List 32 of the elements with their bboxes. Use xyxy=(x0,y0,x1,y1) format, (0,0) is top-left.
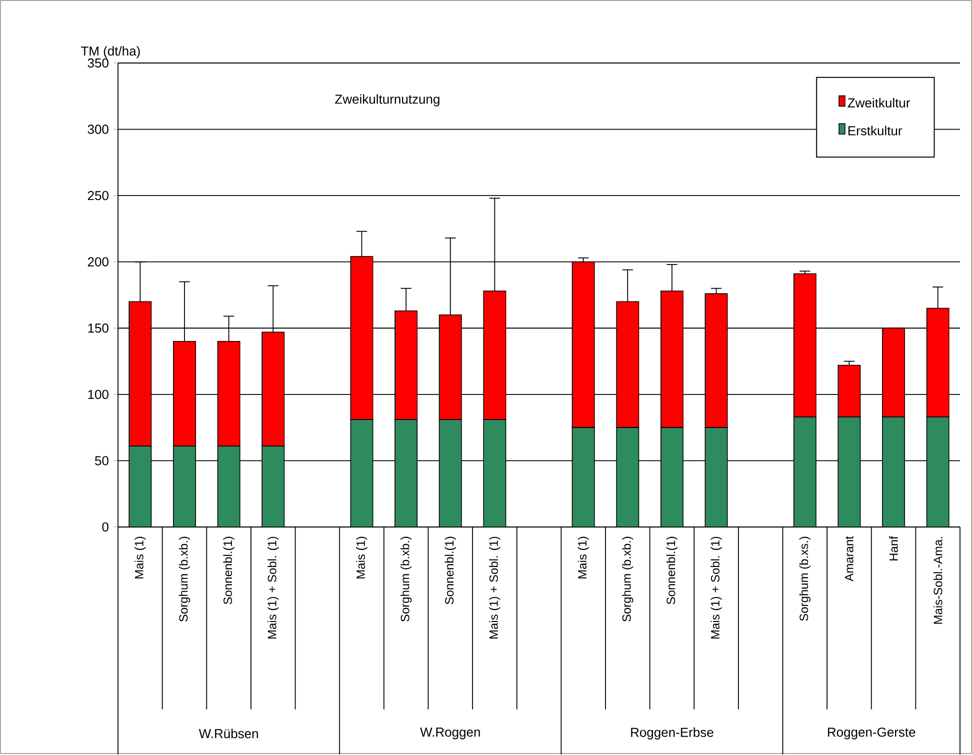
x-tick-label: Sorghum (b.xb.) xyxy=(400,536,412,622)
y-tick-label: 350 xyxy=(88,58,108,68)
x-tick-label: Sorghum (b.xb.) xyxy=(622,536,634,622)
x-tick-label: Mais (1) + Sobl. (1) xyxy=(489,536,500,639)
y-tick-label: 250 xyxy=(88,191,108,200)
text: Zweikulturnutzung xyxy=(335,94,440,106)
y-tick-label: 0 xyxy=(102,522,108,532)
x-tick-label: Amarant xyxy=(845,536,854,582)
y-axis-title: TM (dt/ha) xyxy=(80,46,140,58)
x-tick-label: Mais (1) + Sobl. (1) xyxy=(710,536,722,639)
y-tick-label: 150 xyxy=(88,324,108,333)
x-tick-label: Sonnenbl.(1) xyxy=(444,536,456,604)
x-tick-label: Mais-Sobl.-Ama. xyxy=(933,537,942,624)
x-tick-label: Mais (1) xyxy=(356,536,368,578)
x-tick-label: Sonnenbl.(1) xyxy=(666,536,678,604)
text: W.Roggen xyxy=(420,728,480,740)
legend-label: Erstkultur xyxy=(848,126,902,136)
x-tick-label: Hanf xyxy=(889,536,898,560)
y-tick-label: 100 xyxy=(88,390,108,400)
y-tick-label: 200 xyxy=(88,257,108,267)
x-tick-label: Mais (1) xyxy=(578,536,589,578)
y-tick-label: 50 xyxy=(95,456,108,466)
text: Roggen-Gerste xyxy=(828,728,916,740)
y-tick-label: 300 xyxy=(88,124,108,134)
x-tick-label: Sorghum (b.xs.) xyxy=(799,536,810,621)
text: W.Rübsen xyxy=(198,728,258,738)
x-tick-label: Sorghum (b.xb.) xyxy=(178,536,190,622)
x-tick-label: Sonnenbl.(1) xyxy=(223,536,234,604)
x-tick-label: Mais (1) xyxy=(134,536,146,578)
legend-label: Zweitkultur xyxy=(848,98,910,108)
text: Roggen-Erbse xyxy=(631,728,714,740)
x-tick-label: Mais (1) + Sobl. (1) xyxy=(268,536,279,639)
